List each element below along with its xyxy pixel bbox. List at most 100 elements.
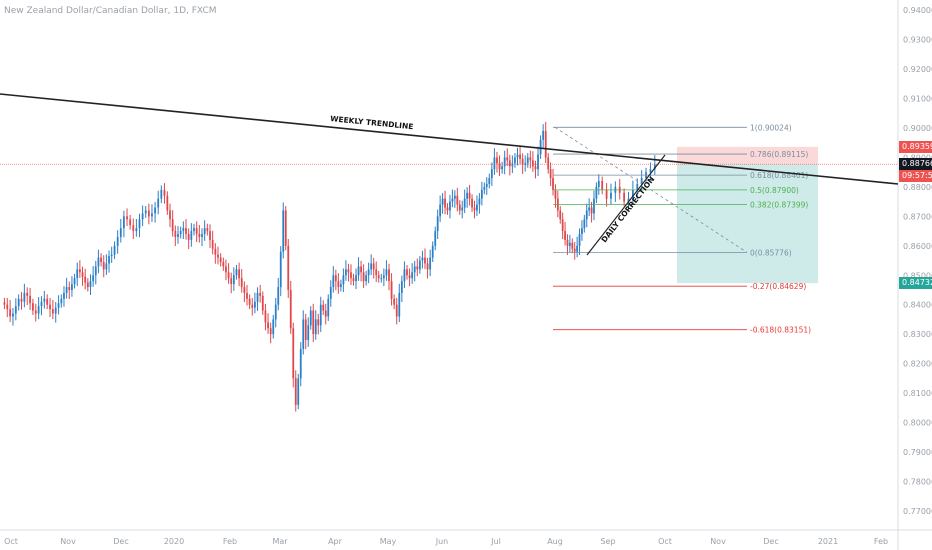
candle-body xyxy=(531,160,534,167)
candle-body xyxy=(129,219,132,226)
candle-body xyxy=(424,257,426,264)
weekly-trendline xyxy=(0,93,899,185)
bar-countdown-tag: 09:57:57 xyxy=(899,170,932,183)
candle-body xyxy=(71,284,73,290)
candle-body xyxy=(350,272,352,279)
candle-body xyxy=(206,228,209,232)
candle-body xyxy=(138,219,141,229)
candle-body xyxy=(561,219,564,232)
candle-body xyxy=(352,278,355,282)
candle-body xyxy=(84,276,87,283)
candle-body xyxy=(483,186,486,190)
candle-body xyxy=(342,275,345,285)
y-tick-label: 0.77000 xyxy=(903,507,932,516)
candle-body xyxy=(576,245,579,252)
candle-body xyxy=(179,231,182,235)
candle-body xyxy=(259,292,262,296)
stop-loss-zone xyxy=(677,146,818,165)
candle-body xyxy=(240,278,243,288)
x-tick-label: May xyxy=(380,537,397,546)
candle-body xyxy=(289,289,292,329)
candle-body xyxy=(508,160,511,167)
candle-body xyxy=(163,189,166,196)
candle-body xyxy=(135,228,138,232)
candle-body xyxy=(116,236,119,246)
candle-body xyxy=(421,257,424,261)
candle-body xyxy=(297,378,300,405)
candle-body xyxy=(418,260,421,270)
candle-body xyxy=(14,306,17,314)
candle-body xyxy=(463,198,466,208)
candle-body xyxy=(347,269,350,273)
candle-body xyxy=(395,304,398,317)
candle-body xyxy=(426,263,429,270)
candle-body xyxy=(585,210,588,220)
fib-level-label: 0.382(0.87399) xyxy=(750,201,808,210)
candle-body xyxy=(588,207,591,211)
candle-body xyxy=(480,189,483,199)
candle-body xyxy=(488,178,491,184)
candle-body xyxy=(78,269,81,273)
candle-body xyxy=(32,303,34,311)
candle-body xyxy=(593,198,595,214)
candle-body xyxy=(304,319,307,341)
candle-body xyxy=(309,310,312,326)
candle-body xyxy=(461,207,464,211)
candle-body xyxy=(65,287,68,293)
candle-body xyxy=(372,263,375,270)
candle-body xyxy=(225,266,227,273)
candle-body xyxy=(307,325,310,341)
candle-body xyxy=(524,163,527,165)
candle-body xyxy=(601,181,604,190)
candle-body xyxy=(449,201,451,211)
candle-body xyxy=(446,207,449,211)
candle-body xyxy=(299,348,302,379)
candle-body xyxy=(549,169,552,179)
fib-level-label: 0.5(0.87900) xyxy=(750,186,799,195)
candle-body xyxy=(493,157,496,170)
candle-body xyxy=(534,166,537,170)
candle-body xyxy=(17,298,20,307)
daily-correction-trendline xyxy=(586,154,666,256)
candle-body xyxy=(238,269,241,279)
candle-body xyxy=(334,275,337,282)
candle-body xyxy=(434,231,437,246)
candle-body xyxy=(222,261,225,267)
x-tick-label: Nov xyxy=(60,537,76,546)
candle-body xyxy=(345,269,347,276)
fib-level-label: -0.618(0.83151) xyxy=(750,326,811,335)
candle-body xyxy=(185,228,187,235)
candle-body xyxy=(403,269,406,282)
candle-body xyxy=(269,328,272,335)
candle-body xyxy=(193,228,195,232)
candle-body xyxy=(94,266,97,276)
candle-body xyxy=(573,248,576,252)
fib-level-label: 1(0.90024) xyxy=(750,123,792,132)
candle-body xyxy=(314,319,317,335)
candle-body xyxy=(370,263,373,270)
candle-body xyxy=(20,298,23,302)
candle-body xyxy=(294,378,297,405)
candle-body xyxy=(490,169,493,179)
candle-body xyxy=(559,210,562,220)
candle-body xyxy=(49,304,51,310)
candle-body xyxy=(37,306,40,314)
candle-body xyxy=(251,304,254,308)
x-tick-label: 2021 xyxy=(818,537,838,546)
candle-body xyxy=(57,303,60,308)
x-tick-label: Aug xyxy=(547,537,563,546)
daily-correction-label: DAILY CORRECTION xyxy=(599,175,656,244)
candle-body xyxy=(105,263,108,270)
candle-body xyxy=(429,257,432,270)
candle-body xyxy=(564,231,566,240)
candle-body xyxy=(406,269,408,276)
